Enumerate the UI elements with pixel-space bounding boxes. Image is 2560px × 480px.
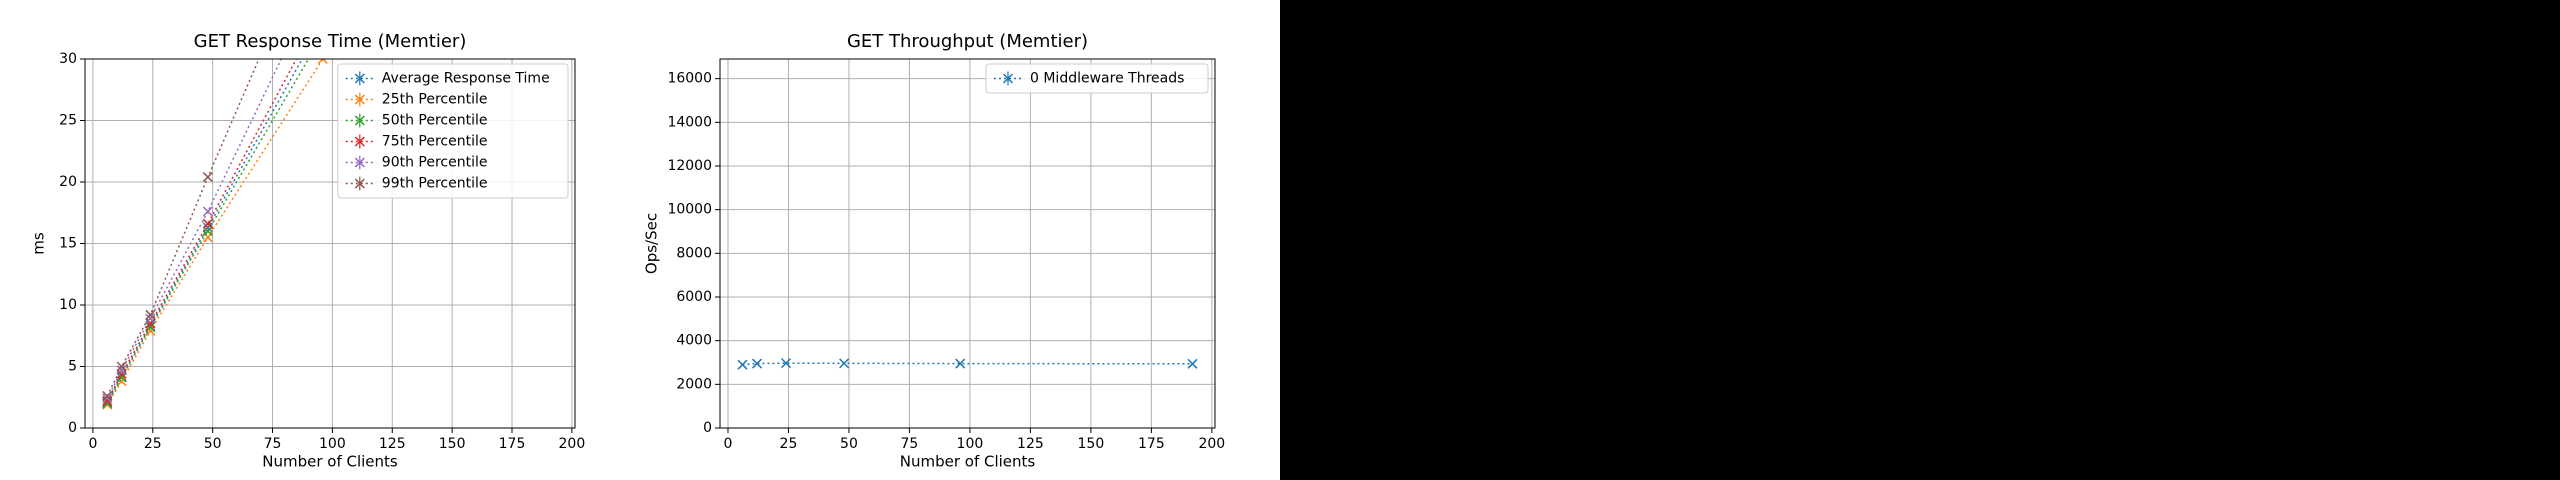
y-tick-label: 0 — [68, 420, 77, 436]
legend-marker — [354, 136, 365, 147]
legend-marker — [354, 73, 365, 84]
y-tick-label: 30 — [59, 51, 77, 67]
y-axis-label: Ops/Sec — [643, 213, 661, 274]
x-tick-label: 0 — [88, 436, 97, 452]
data-point — [102, 393, 113, 404]
data-point — [839, 358, 850, 369]
data-point — [317, 59, 328, 65]
y-tick-label: 12000 — [667, 158, 712, 174]
data-point — [955, 358, 966, 369]
series-line — [106, 59, 260, 397]
series-line — [106, 59, 298, 402]
x-tick-label: 75 — [901, 436, 919, 452]
axes-frame — [84, 58, 576, 429]
legend-marker — [354, 94, 365, 105]
data-point — [1187, 358, 1198, 369]
data-point — [781, 358, 792, 369]
y-tick-label: 0 — [703, 420, 712, 436]
x-tick-label: 50 — [840, 436, 858, 452]
y-tick-label: 14000 — [667, 114, 712, 130]
x-tick-label: 0 — [724, 436, 733, 452]
x-tick-label: 125 — [1017, 436, 1044, 452]
x-tick-label: 175 — [1138, 436, 1165, 452]
x-tick-label: 25 — [144, 436, 162, 452]
data-point — [102, 390, 113, 402]
legend-label: 75th Percentile — [382, 134, 488, 150]
data-point — [145, 309, 156, 320]
data-point — [102, 398, 113, 409]
data-point — [202, 172, 213, 183]
y-tick-label: 10 — [59, 297, 77, 313]
legend-label: 50th Percentile — [382, 113, 488, 129]
legend-label: 99th Percentile — [382, 176, 488, 192]
x-tick-label: 75 — [264, 436, 282, 452]
y-tick-label: 16000 — [667, 71, 712, 87]
legend-label: 90th Percentile — [382, 155, 488, 171]
y-tick-label: 2000 — [676, 376, 712, 392]
y-tick-label: 8000 — [676, 245, 712, 261]
data-point — [202, 218, 213, 229]
legend-box — [985, 63, 1209, 94]
y-tick-label: 20 — [59, 174, 77, 190]
x-axis-label: Number of Clients — [262, 453, 398, 471]
plot-area — [737, 358, 1198, 370]
data-point — [737, 359, 748, 370]
data-point — [202, 226, 213, 237]
x-tick-label: 200 — [1198, 436, 1225, 452]
legend-label: Average Response Time — [382, 71, 550, 87]
x-axis-label: Number of Clients — [900, 453, 1036, 471]
legend-marker — [354, 178, 365, 189]
chart-title: GET Throughput (Memtier) — [847, 31, 1088, 52]
x-tick-label: 100 — [319, 436, 346, 452]
data-point — [116, 368, 127, 379]
legend-box — [337, 63, 569, 199]
chart-title: GET Response Time (Memtier) — [194, 31, 467, 52]
data-point — [145, 313, 156, 324]
x-tick-label: 150 — [1078, 436, 1105, 452]
y-tick-label: 4000 — [676, 333, 712, 349]
y-tick-label: 5 — [68, 359, 77, 375]
x-tick-label: 150 — [439, 436, 466, 452]
legend-label: 25th Percentile — [382, 92, 488, 108]
x-tick-label: 50 — [204, 436, 222, 452]
x-tick-label: 200 — [559, 436, 586, 452]
y-tick-label: 15 — [59, 236, 77, 252]
x-tick-label: 100 — [957, 436, 984, 452]
data-point — [202, 206, 213, 217]
x-tick-label: 175 — [499, 436, 526, 452]
legend-marker — [1002, 73, 1014, 84]
axes-frame — [719, 58, 1216, 429]
legend-label: 0 Middleware Threads — [1030, 71, 1184, 87]
x-tick-label: 25 — [780, 436, 798, 452]
legend-marker — [354, 157, 365, 168]
data-point — [751, 358, 763, 369]
series-line — [742, 362, 1193, 366]
data-point — [116, 361, 127, 372]
data-point — [102, 395, 113, 406]
x-tick-label: 125 — [379, 436, 406, 452]
series-line — [106, 59, 324, 406]
y-axis-label: ms — [30, 232, 48, 255]
series-line — [106, 59, 283, 399]
y-tick-label: 25 — [59, 113, 77, 129]
plot-area — [102, 59, 328, 410]
y-tick-label: 6000 — [676, 289, 712, 305]
empty-area — [1280, 0, 2560, 480]
legend-marker — [354, 115, 365, 126]
y-tick-label: 10000 — [667, 202, 712, 218]
